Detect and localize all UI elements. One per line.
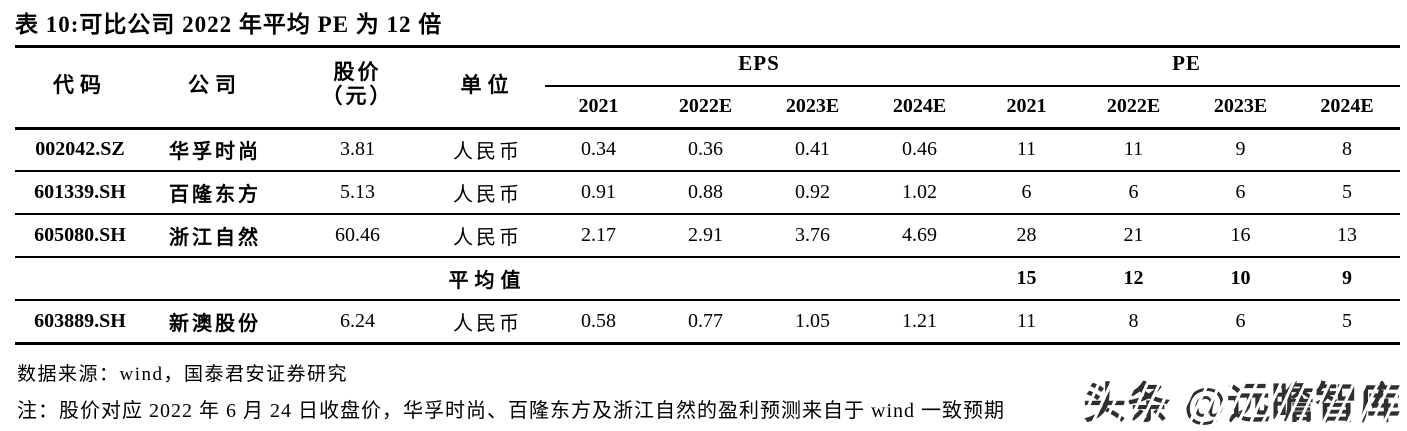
header-pe-2021: 2021 bbox=[973, 86, 1081, 130]
cell-price: 5.13 bbox=[285, 171, 430, 215]
cell-eps-2021 bbox=[545, 257, 652, 301]
header-eps-2021: 2021 bbox=[545, 86, 652, 130]
header-code: 代码 bbox=[15, 42, 145, 130]
data-source-note: 数据来源：wind，国泰君安证券研究 bbox=[17, 364, 349, 385]
cell-unit: 人民币 bbox=[430, 214, 545, 258]
header-company: 公司 bbox=[145, 42, 285, 130]
cell-pe-2023e: 10 bbox=[1187, 257, 1295, 301]
cell-eps-2021: 0.58 bbox=[545, 300, 652, 345]
cell-eps-2022e: 0.77 bbox=[652, 300, 759, 345]
header-price: 股价 （元） bbox=[285, 42, 430, 130]
cell-pe-2022e: 21 bbox=[1080, 214, 1188, 258]
cell-pe-2021: 6 bbox=[973, 171, 1081, 215]
cell-unit: 人民币 bbox=[430, 300, 545, 345]
cell-eps-2022e: 0.88 bbox=[652, 171, 759, 215]
header-eps-group: EPS bbox=[545, 42, 974, 87]
cell-eps-2023e: 1.05 bbox=[759, 300, 866, 345]
cell-pe-2023e: 6 bbox=[1187, 171, 1295, 215]
header-eps-2023e: 2023E bbox=[759, 86, 866, 130]
cell-company bbox=[145, 257, 285, 301]
cell-company: 百隆东方 bbox=[145, 171, 285, 215]
cell-pe-2023e: 9 bbox=[1187, 128, 1295, 172]
header-price-line2: （元） bbox=[321, 84, 394, 109]
header-pe-2023e: 2023E bbox=[1187, 86, 1295, 130]
cell-pe-2024e: 5 bbox=[1294, 171, 1401, 215]
cell-price: 3.81 bbox=[285, 128, 430, 172]
cell-pe-2023e: 6 bbox=[1187, 300, 1295, 345]
cell-eps-2024e: 4.69 bbox=[866, 214, 974, 258]
cell-pe-2021: 11 bbox=[973, 300, 1081, 345]
cell-eps-2024e bbox=[866, 257, 974, 301]
header-eps-2024e: 2024E bbox=[866, 86, 974, 130]
cell-unit: 人民币 bbox=[430, 128, 545, 172]
cell-eps-2024e: 1.02 bbox=[866, 171, 974, 215]
cell-eps-2022e: 2.91 bbox=[652, 214, 759, 258]
cell-code: 605080.SH bbox=[15, 214, 145, 258]
cell-eps-2022e: 0.36 bbox=[652, 128, 759, 172]
cell-pe-2022e: 11 bbox=[1080, 128, 1188, 172]
cell-price bbox=[285, 257, 430, 301]
cell-code: 002042.SZ bbox=[15, 128, 145, 172]
cell-eps-2021: 0.91 bbox=[545, 171, 652, 215]
cell-eps-2023e: 0.92 bbox=[759, 171, 866, 215]
cell-average-label: 平均值 bbox=[430, 257, 545, 301]
cell-pe-2023e: 16 bbox=[1187, 214, 1295, 258]
cell-company: 华孚时尚 bbox=[145, 128, 285, 172]
cell-eps-2023e bbox=[759, 257, 866, 301]
cell-unit: 人民币 bbox=[430, 171, 545, 215]
cell-price: 60.46 bbox=[285, 214, 430, 258]
cell-eps-2023e: 0.41 bbox=[759, 128, 866, 172]
header-years-row: 2021 2022E 2023E 2024E 2021 2022E 2023E … bbox=[15, 86, 1401, 130]
cell-code bbox=[15, 257, 145, 301]
cell-price: 6.24 bbox=[285, 300, 430, 345]
table-row-xinao: 603889.SH 新澳股份 6.24 人民币 0.58 0.77 1.05 1… bbox=[15, 300, 1401, 345]
table-row-huafu: 002042.SZ 华孚时尚 3.81 人民币 0.34 0.36 0.41 0… bbox=[15, 128, 1401, 172]
cell-pe-2024e: 13 bbox=[1294, 214, 1401, 258]
table-row-average: 平均值 15 12 10 9 bbox=[15, 257, 1401, 301]
cell-pe-2022e: 8 bbox=[1080, 300, 1188, 345]
header-unit: 单位 bbox=[430, 42, 545, 130]
header-pe-2024e: 2024E bbox=[1294, 86, 1401, 130]
cell-eps-2024e: 1.21 bbox=[866, 300, 974, 345]
cell-pe-2021: 15 bbox=[973, 257, 1081, 301]
cell-pe-2024e: 5 bbox=[1294, 300, 1401, 345]
cell-pe-2021: 11 bbox=[973, 128, 1081, 172]
cell-pe-2024e: 9 bbox=[1294, 257, 1401, 301]
header-pe-2022e: 2022E bbox=[1080, 86, 1188, 130]
cell-code: 603889.SH bbox=[15, 300, 145, 345]
cell-eps-2021: 0.34 bbox=[545, 128, 652, 172]
cell-code: 601339.SH bbox=[15, 171, 145, 215]
cell-pe-2022e: 12 bbox=[1080, 257, 1188, 301]
cell-eps-2024e: 0.46 bbox=[866, 128, 974, 172]
footnote: 注：股价对应 2022 年 6 月 24 日收盘价，华孚时尚、百隆东方及浙江自然… bbox=[17, 400, 1005, 422]
cell-pe-2024e: 8 bbox=[1294, 128, 1401, 172]
header-price-line1: 股价 bbox=[333, 60, 382, 85]
header-eps-2022e: 2022E bbox=[652, 86, 759, 130]
cell-eps-2023e: 3.76 bbox=[759, 214, 866, 258]
table-row-bailong: 601339.SH 百隆东方 5.13 人民币 0.91 0.88 0.92 1… bbox=[15, 171, 1401, 215]
comparable-companies-table: 代码 公司 股价 （元） 单位 EPS PE 2021 2022E 2023E … bbox=[15, 42, 1401, 345]
header-group-row: 代码 公司 股价 （元） 单位 EPS PE bbox=[15, 42, 1401, 130]
cell-company: 新澳股份 bbox=[145, 300, 285, 345]
table-header: 代码 公司 股价 （元） 单位 EPS PE 2021 2022E 2023E … bbox=[15, 42, 1401, 130]
table-body: 002042.SZ 华孚时尚 3.81 人民币 0.34 0.36 0.41 0… bbox=[15, 128, 1401, 345]
cell-company: 浙江自然 bbox=[145, 214, 285, 258]
cell-pe-2021: 28 bbox=[973, 214, 1081, 258]
cell-eps-2021: 2.17 bbox=[545, 214, 652, 258]
watermark-toutiao-yuanzhan: 头条 @远瞻智库 bbox=[1083, 369, 1403, 431]
header-pe-group: PE bbox=[973, 42, 1401, 87]
table-row-zhejiang: 605080.SH 浙江自然 60.46 人民币 2.17 2.91 3.76 … bbox=[15, 214, 1401, 258]
cell-pe-2022e: 6 bbox=[1080, 171, 1188, 215]
cell-eps-2022e bbox=[652, 257, 759, 301]
